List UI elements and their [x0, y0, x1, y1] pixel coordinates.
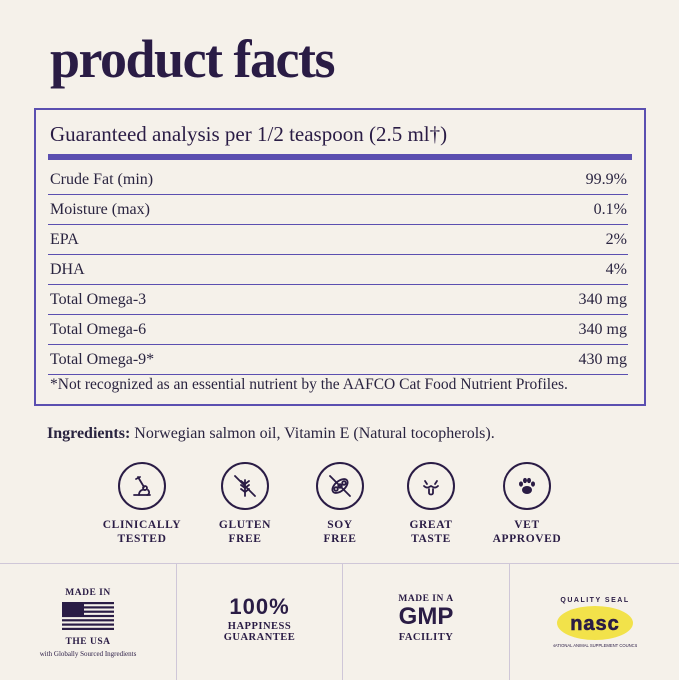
row-value: 4%: [605, 260, 627, 278]
row-label: Total Omega-6: [50, 320, 147, 338]
svg-text:NATIONAL ANIMAL SUPPLEMENT COU: NATIONAL ANIMAL SUPPLEMENT COUNCIL: [553, 643, 637, 648]
gmp-facility-cell: MADE IN A GMP FACILITY: [343, 564, 510, 680]
usa-note: with Globally Sourced Ingredients: [39, 650, 137, 658]
happiness-guarantee-cell: 100% HAPPINESS GUARANTEE: [177, 564, 343, 680]
badge-line1: GLUTEN: [218, 519, 272, 531]
nasc-seal-cell: QUALITY SEAL nasc NATIONAL ANIMAL SUPPLE…: [510, 564, 679, 680]
certifications-footer: MADE IN THE USA with Globally Sourced In…: [0, 563, 679, 680]
badge-clinically-tested: CLINICALLY TESTED: [92, 462, 192, 546]
badge-great-taste: GREAT TASTE: [381, 462, 481, 546]
table-row: EPA 2%: [48, 225, 628, 255]
row-value: 99.9%: [585, 170, 627, 188]
page-title: product facts: [50, 29, 336, 89]
badge-line2: APPROVED: [492, 533, 562, 545]
badge-line1: GREAT: [409, 519, 453, 531]
table-row: Total Omega-9* 430 mg: [48, 345, 628, 375]
badge-line1: SOY: [327, 519, 353, 531]
happiness-line2: GUARANTEE: [223, 632, 296, 643]
made-in-usa-cell: MADE IN THE USA with Globally Sourced In…: [0, 564, 177, 680]
us-flag-icon: [62, 602, 114, 630]
row-label: Total Omega-9*: [50, 350, 155, 368]
row-label: Moisture (max): [50, 200, 150, 218]
row-label: EPA: [50, 230, 79, 248]
table-row: DHA 4%: [48, 255, 628, 285]
svg-text:QUALITY SEAL: QUALITY SEAL: [560, 597, 629, 604]
microscope-icon: [118, 462, 166, 510]
ingredients-label: Ingredients:: [47, 425, 131, 442]
happiness-percent: 100%: [229, 594, 290, 619]
guaranteed-analysis-panel: Guaranteed analysis per 1/2 teaspoon (2.…: [34, 108, 646, 406]
ingredients-text: Norwegian salmon oil, Vitamin E (Natural…: [130, 425, 495, 442]
badge-line1: CLINICALLY: [102, 519, 182, 531]
badge-vet-approved: VET APPROVED: [477, 462, 577, 546]
analysis-heading: Guaranteed analysis per 1/2 teaspoon (2.…: [50, 122, 448, 146]
ingredients-line: Ingredients: Norwegian salmon oil, Vitam…: [47, 425, 495, 443]
no-soy-icon: [316, 462, 364, 510]
row-value: 0.1%: [593, 200, 627, 218]
row-label: DHA: [50, 260, 85, 278]
feature-badges: CLINICALLY TESTED GLUTEN FREE SOY FREE: [92, 462, 612, 554]
happiness-line1: HAPPINESS: [227, 621, 292, 632]
row-label: Total Omega-3: [50, 290, 147, 308]
usa-bottom-label: THE USA: [65, 637, 111, 647]
paw-icon: [503, 462, 551, 510]
analysis-table: Crude Fat (min) 99.9% Moisture (max) 0.1% …: [48, 165, 628, 375]
badge-soy-free: SOY FREE: [290, 462, 390, 546]
row-value: 2%: [605, 230, 627, 248]
row-label: Crude Fat (min): [50, 170, 154, 188]
footnote: *Not recognized as an essential nutrient…: [50, 376, 568, 393]
cat-tongue-icon: [407, 462, 455, 510]
gmp-bottom-label: FACILITY: [398, 632, 454, 643]
table-row: Total Omega-3 340 mg: [48, 285, 628, 315]
heading-divider: [48, 154, 632, 160]
nasc-quality-seal-icon: QUALITY SEAL nasc NATIONAL ANIMAL SUPPLE…: [551, 597, 638, 648]
row-value: 340 mg: [578, 290, 627, 308]
gmp-label: GMP: [398, 603, 454, 630]
badge-line1: VET: [514, 519, 540, 531]
row-value: 430 mg: [578, 350, 627, 368]
usa-top-label: MADE IN: [65, 588, 111, 598]
gmp-top-label: MADE IN A: [398, 594, 454, 604]
table-row: Moisture (max) 0.1%: [48, 195, 628, 225]
no-wheat-icon: [221, 462, 269, 510]
badge-line2: TESTED: [117, 533, 167, 545]
row-value: 340 mg: [578, 320, 627, 338]
badge-line2: FREE: [228, 533, 262, 545]
badge-gluten-free: GLUTEN FREE: [195, 462, 295, 546]
table-row: Crude Fat (min) 99.9%: [48, 165, 628, 195]
svg-text:nasc: nasc: [570, 613, 620, 635]
badge-line2: TASTE: [411, 533, 451, 545]
table-row: Total Omega-6 340 mg: [48, 315, 628, 345]
badge-line2: FREE: [323, 533, 357, 545]
